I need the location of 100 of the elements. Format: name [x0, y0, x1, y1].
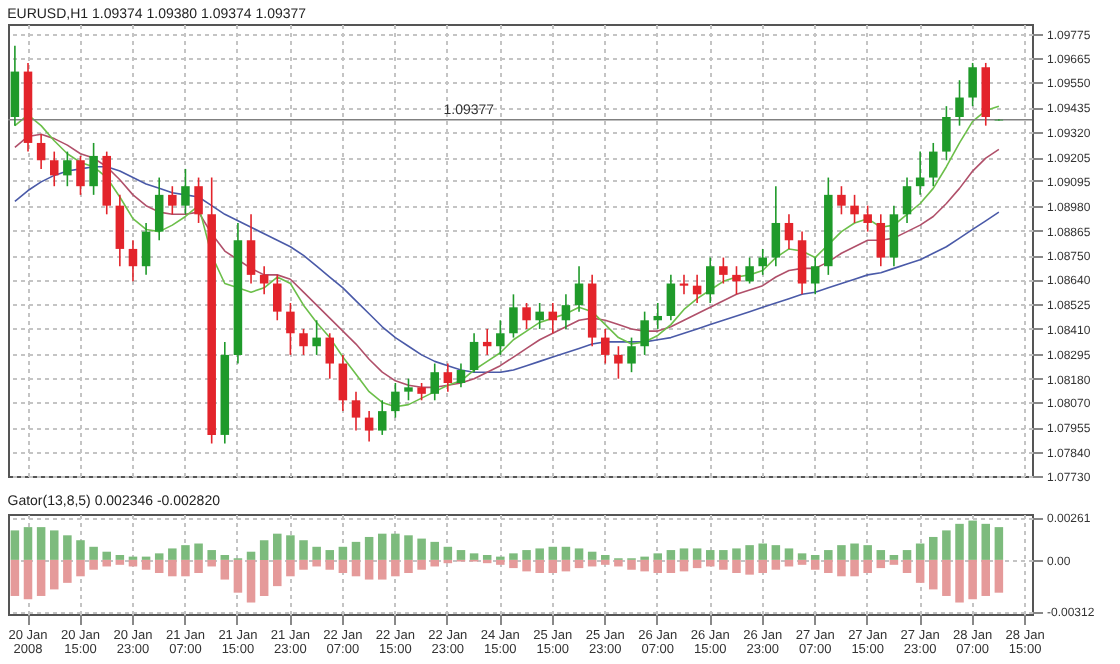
- candlestick: [837, 185, 846, 216]
- bar: [850, 543, 859, 560]
- candlestick: [128, 239, 138, 283]
- bar: [653, 553, 663, 560]
- candlestick: [719, 256, 728, 285]
- bar: [417, 538, 426, 560]
- bar: [574, 548, 584, 560]
- bar: [207, 559, 216, 567]
- candlestick: [968, 62, 977, 107]
- bar: [168, 548, 177, 560]
- bar: [548, 559, 558, 574]
- bar: [692, 548, 702, 560]
- bar: [942, 530, 951, 560]
- bar: [981, 559, 991, 596]
- bar: [705, 559, 715, 567]
- bar: [535, 548, 544, 560]
- bar: [535, 559, 544, 574]
- bar: [36, 527, 46, 560]
- bar: [181, 545, 190, 560]
- bar: [391, 559, 400, 577]
- candlestick: [364, 410, 374, 443]
- bar: [102, 559, 111, 567]
- bar: [325, 559, 335, 570]
- bar: [141, 559, 151, 570]
- bar: [732, 559, 741, 574]
- candlestick: [168, 185, 177, 216]
- bar: [994, 559, 1004, 593]
- bar: [49, 530, 59, 560]
- candlestick: [246, 213, 256, 285]
- candlestick: [89, 142, 98, 196]
- bar: [640, 559, 649, 572]
- bar: [627, 559, 636, 570]
- bar: [719, 559, 728, 570]
- bar: [758, 559, 767, 574]
- bar: [259, 559, 269, 596]
- bar: [246, 559, 256, 603]
- bar: [391, 533, 400, 560]
- candlestick: [745, 256, 754, 285]
- candlestick: [614, 345, 623, 380]
- candlestick: [535, 302, 544, 330]
- bar: [509, 559, 518, 569]
- candlestick: [443, 362, 453, 393]
- candlestick: [653, 302, 663, 330]
- candlestick: [456, 362, 466, 389]
- bar: [469, 553, 479, 560]
- bar: [522, 550, 531, 560]
- bar: [299, 540, 308, 560]
- candlestick: [574, 265, 584, 313]
- bar: [653, 559, 663, 574]
- candlestick: [351, 390, 361, 432]
- bar: [430, 559, 439, 567]
- bar: [929, 559, 938, 590]
- bar: [23, 559, 33, 600]
- candlestick: [627, 336, 636, 373]
- candlestick: [141, 222, 151, 276]
- bar: [955, 523, 964, 560]
- bar: [902, 559, 912, 574]
- candlestick: [810, 256, 820, 296]
- candlestick: [758, 248, 767, 276]
- bar: [63, 559, 72, 583]
- bar: [168, 559, 177, 577]
- bar: [286, 559, 295, 577]
- bar: [351, 559, 361, 577]
- bar: [364, 559, 374, 580]
- candlestick: [902, 176, 912, 224]
- bar: [679, 559, 689, 572]
- bar: [522, 559, 531, 572]
- bar: [889, 559, 899, 565]
- bar: [102, 551, 111, 560]
- bar: [482, 554, 492, 560]
- bar: [574, 559, 584, 569]
- bar: [325, 550, 335, 560]
- bar: [63, 535, 72, 560]
- bar: [299, 559, 308, 570]
- candlestick: [509, 293, 518, 339]
- bar: [154, 559, 164, 574]
- candlestick: [430, 362, 439, 402]
- bar: [194, 559, 203, 574]
- candlestick: [561, 293, 571, 330]
- bar: [902, 550, 912, 560]
- bar: [942, 559, 951, 596]
- bar: [784, 548, 794, 560]
- candlestick: [522, 302, 531, 330]
- candlestick: [640, 310, 649, 356]
- bar: [889, 554, 899, 560]
- candlestick: [850, 194, 859, 224]
- bar: [338, 546, 348, 560]
- bar: [587, 551, 597, 560]
- candlestick: [771, 185, 781, 268]
- bar: [10, 530, 20, 560]
- candlestick: [63, 150, 72, 187]
- bar: [732, 548, 741, 560]
- bar: [509, 553, 518, 560]
- candlestick: [325, 332, 335, 380]
- bar: [771, 545, 781, 560]
- bar: [76, 540, 85, 560]
- bar: [679, 548, 689, 560]
- bar: [312, 559, 321, 567]
- bar: [286, 535, 295, 560]
- candlestick: [286, 302, 295, 356]
